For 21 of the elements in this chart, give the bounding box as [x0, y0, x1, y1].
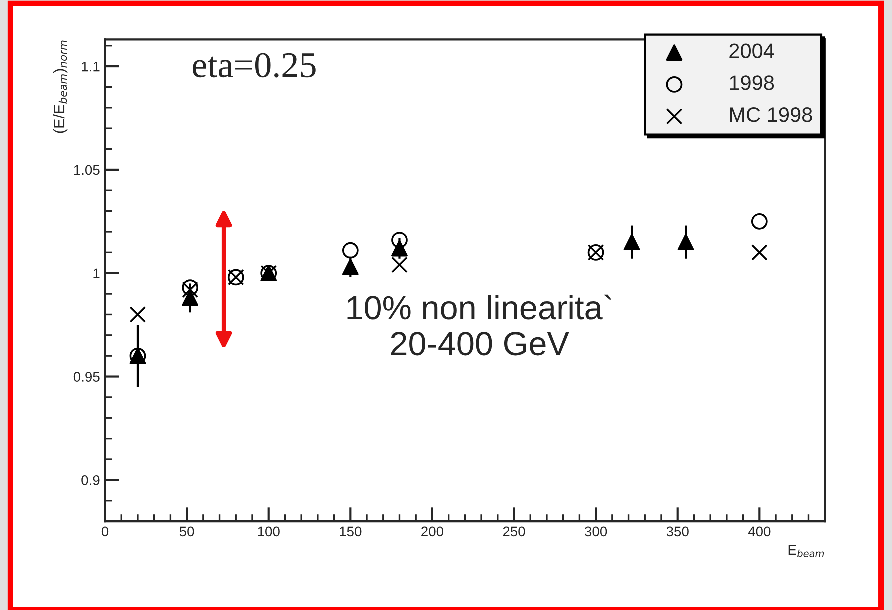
x-tick-label: 400 [748, 526, 771, 537]
x-tick-label: 250 [503, 526, 526, 537]
y-tick-label: 1 [94, 268, 100, 278]
y-tick-label: 1.1 [82, 62, 100, 72]
x-tick-label: 150 [340, 526, 362, 537]
y-tick-label: 0.9 [82, 476, 100, 486]
x-tick-label: 300 [585, 526, 608, 537]
annotation: 10% non linearita` 20-400 GeV [348, 294, 612, 356]
x-tick-label: 50 [180, 526, 194, 537]
y-axis-title: (E/E$_{beam}$)$_{norm}$ [53, 40, 68, 134]
x-tick-label: 0 [102, 526, 109, 537]
legend-label: MC 1998 [730, 108, 812, 122]
x-axis-title: E$_{beam}$ [788, 545, 824, 558]
y-tick-label: 1.05 [74, 165, 100, 176]
legend-label: 1998 [730, 76, 774, 90]
legend-label: 2004 [730, 44, 774, 58]
x-tick-label: 100 [258, 526, 280, 537]
annotation: eta=0.25 [193, 53, 316, 78]
x-tick-label: 200 [422, 526, 444, 537]
x-tick-label: 350 [666, 526, 689, 537]
y-tick-label: 0.95 [74, 372, 100, 382]
